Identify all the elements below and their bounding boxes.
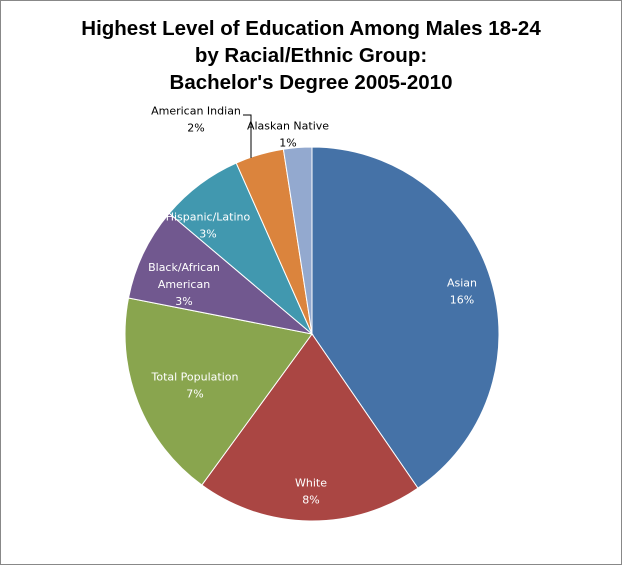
chart-title-line-1: Highest Level of Education Among Males 1…: [81, 17, 541, 40]
data-label-value: 3%: [175, 295, 192, 308]
data-label-name: American Indian: [151, 105, 241, 118]
data-label-black-african-american: Black/African American 3%: [148, 261, 220, 308]
data-label-value: 7%: [186, 388, 203, 401]
data-label-hispanic-latino: Hispanic/Latino 3%: [166, 211, 251, 241]
pie-slice-white: [201, 333, 419, 522]
data-label-alaskan-native: Alaskan Native 1%: [247, 120, 329, 150]
data-label-value: 2%: [187, 122, 204, 135]
pie-slice-alaskan-native: [282, 146, 313, 335]
data-label-name: Hispanic/Latino: [166, 211, 251, 224]
data-label-white: White 8%: [295, 477, 327, 507]
data-label-value: 3%: [199, 228, 216, 241]
chart-title-line-2: by Racial/Ethnic Group:: [194, 44, 428, 67]
data-label-name: Total Population: [151, 371, 239, 384]
data-label-value: 1%: [279, 137, 296, 150]
data-label-name: White: [295, 477, 327, 490]
data-label-total-population: Total Population 7%: [151, 371, 239, 401]
pie-slice-asian: [311, 146, 500, 489]
data-label-name: Asian: [447, 277, 477, 290]
data-label-value: 16%: [450, 294, 474, 307]
pie-slice-total-population: [124, 297, 313, 486]
chart-title: Highest Level of Education Among Males 1…: [1, 15, 621, 96]
chart-title-line-3: Bachelor's Degree 2005-2010: [169, 71, 453, 94]
pie-slice-black-african-american: [127, 212, 314, 335]
data-label-name: American: [158, 278, 210, 291]
data-label-american-indian: American Indian 2%: [151, 105, 241, 135]
data-label-asian: Asian 16%: [447, 277, 477, 307]
data-label-value: 8%: [302, 494, 319, 507]
data-label-name: Alaskan Native: [247, 120, 329, 133]
leader-line-american-indian: [243, 114, 252, 158]
data-label-name: Black/African: [148, 261, 220, 274]
